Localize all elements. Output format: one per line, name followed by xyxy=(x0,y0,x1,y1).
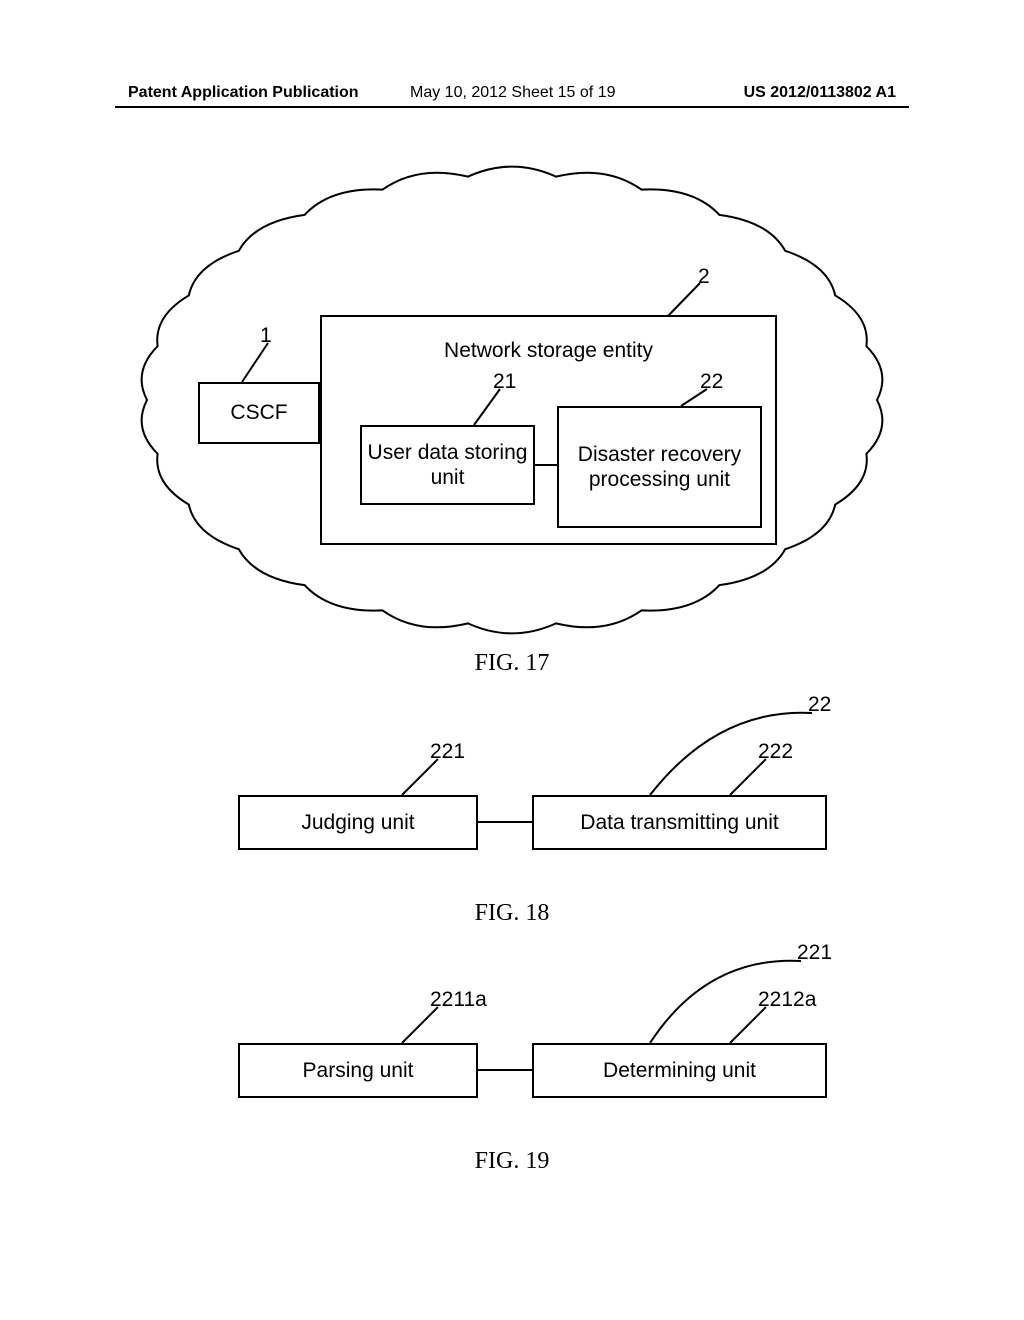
fig19-caption: FIG. 19 xyxy=(0,1148,1024,1175)
fig19-leaders xyxy=(0,0,1024,1320)
